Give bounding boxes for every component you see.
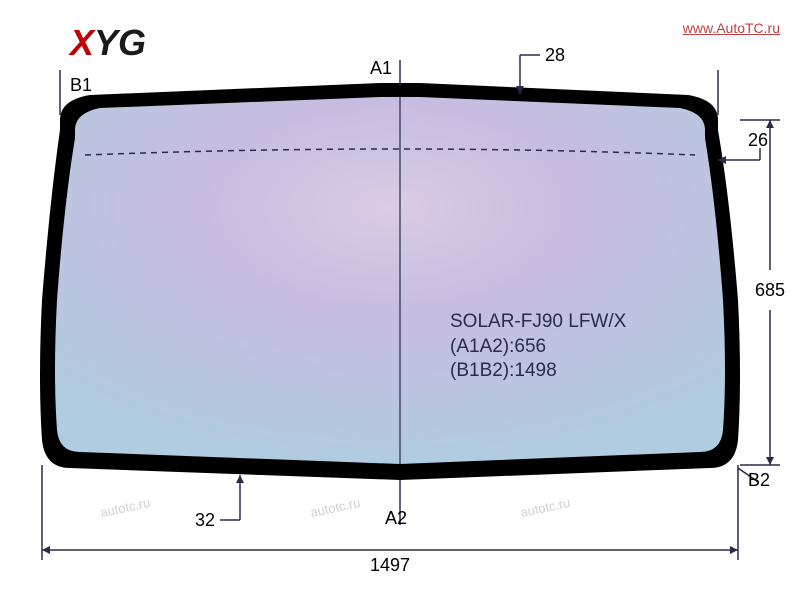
- brand-logo: XYG: [70, 22, 146, 64]
- arrowhead: [236, 475, 244, 483]
- product-line1: SOLAR-FJ90 LFW/X: [450, 310, 626, 335]
- product-line2: (A1A2):656: [450, 335, 626, 360]
- label-a2: A2: [385, 508, 407, 529]
- arrowhead: [730, 546, 738, 554]
- label-a1: A1: [370, 58, 392, 79]
- product-line3: (B1B2):1498: [450, 359, 626, 384]
- arrowhead: [42, 546, 50, 554]
- arrowhead: [766, 120, 774, 128]
- label-28: 28: [545, 45, 565, 66]
- website-url[interactable]: www.AutoTC.ru: [683, 20, 780, 36]
- label-32: 32: [195, 510, 215, 531]
- product-info: SOLAR-FJ90 LFW/X (A1A2):656 (B1B2):1498: [450, 310, 626, 384]
- label-1497: 1497: [370, 555, 410, 576]
- label-b1: B1: [70, 75, 92, 96]
- arrowhead: [766, 457, 774, 465]
- label-26: 26: [748, 130, 768, 151]
- label-685: 685: [755, 280, 785, 301]
- label-b2: B2: [748, 470, 770, 491]
- diagram-container: { "canvas": { "width": 800, "height": 60…: [0, 0, 800, 600]
